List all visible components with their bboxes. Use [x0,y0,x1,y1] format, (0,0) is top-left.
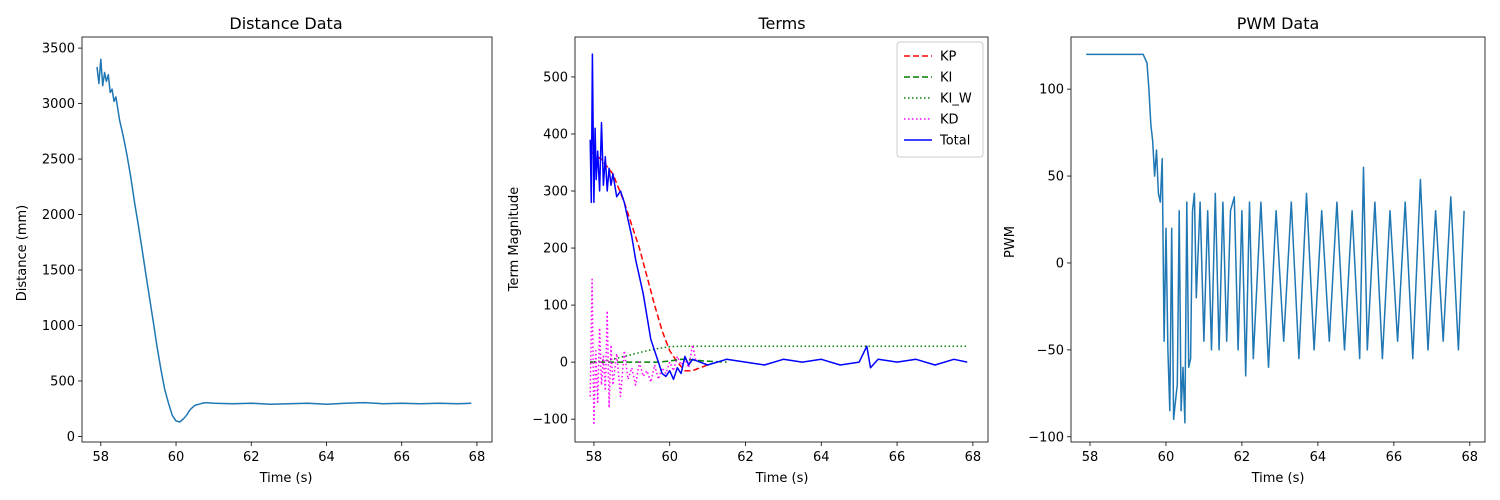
pwm-chart: PWM Data Time (s) PWM 58 60 62 64 66 68 −100 −5… [1003,14,1486,486]
y-tick-label: 200 [543,242,568,257]
y-tick-label: −100 [1028,430,1064,445]
x-tick-label: 60 [1158,450,1175,465]
chart-title: Distance Data [229,14,342,33]
y-axis-label: PWM [1003,226,1018,258]
x-tick-label: 68 [469,450,486,465]
x-tick-label: 60 [661,450,678,465]
y-tick-label: 0 [67,430,75,445]
x-tick-label: 68 [965,450,982,465]
y-axis-label: Term Magnitude [507,187,522,293]
series-line-1 [1086,53,1465,424]
x-axis-label: Time (s) [755,471,809,486]
y-tick-label: 50 [1047,170,1064,185]
x-tick-label: 66 [1386,450,1403,465]
y-tick-label: 100 [543,299,568,314]
x-tick-label: 62 [1234,450,1251,465]
series-line-1 [96,58,472,423]
x-tick-label: 60 [168,450,185,465]
plot-frame [81,36,493,443]
y-tick-label: 0 [560,356,568,371]
x-tick-label: 64 [1310,450,1327,465]
y-tick-label: 400 [543,127,568,142]
y-tick-label: 2000 [42,208,75,223]
legend-label: KI_W [940,92,972,107]
x-tick-label: 66 [393,450,410,465]
y-tick-label: 100 [1039,83,1064,98]
plot-frame [574,36,989,443]
terms-chart: Terms Time (s) Term Magnitude 58 60 62 64 66… [507,14,989,486]
y-tick-label: 1500 [42,264,75,279]
y-tick-label: 500 [543,70,568,85]
x-axis-label: Time (s) [259,471,313,486]
series-line-total [589,53,968,381]
distance-chart: Distance Data Time (s) Distance (mm) 58 6… [15,14,493,486]
series-line-ki-w [590,345,968,363]
plot-frame [1070,36,1486,443]
y-axis-label: Distance (mm) [15,205,30,301]
y-tick-label: 300 [543,185,568,200]
x-tick-label: 58 [93,450,110,465]
legend-label: KP [940,50,957,65]
legend-label: Total [939,134,970,149]
chart-title: PWM Data [1237,14,1320,33]
x-tick-label: 64 [318,450,335,465]
y-tick-label: 3500 [42,42,75,57]
x-tick-label: 58 [1082,450,1099,465]
x-tick-label: 62 [243,450,260,465]
y-tick-label: 3000 [42,97,75,112]
x-axis-label: Time (s) [1251,471,1305,486]
y-tick-label: −100 [532,413,568,428]
legend-label: KD [940,113,959,128]
x-tick-label: 66 [889,450,906,465]
x-tick-label: 64 [813,450,830,465]
y-tick-label: −50 [1037,343,1064,358]
series-line-kd [589,278,697,426]
y-tick-label: 0 [1056,256,1064,271]
legend: KP KI KI_W KD Total [896,41,984,158]
legend-label: KI [940,71,952,86]
x-tick-label: 62 [737,450,754,465]
x-tick-label: 68 [1462,450,1479,465]
y-tick-label: 2500 [42,153,75,168]
y-tick-label: 500 [50,374,75,389]
y-tick-label: 1000 [42,319,75,334]
chart-title: Terms [757,14,805,33]
series-line-kp [589,150,708,372]
x-tick-label: 58 [586,450,603,465]
